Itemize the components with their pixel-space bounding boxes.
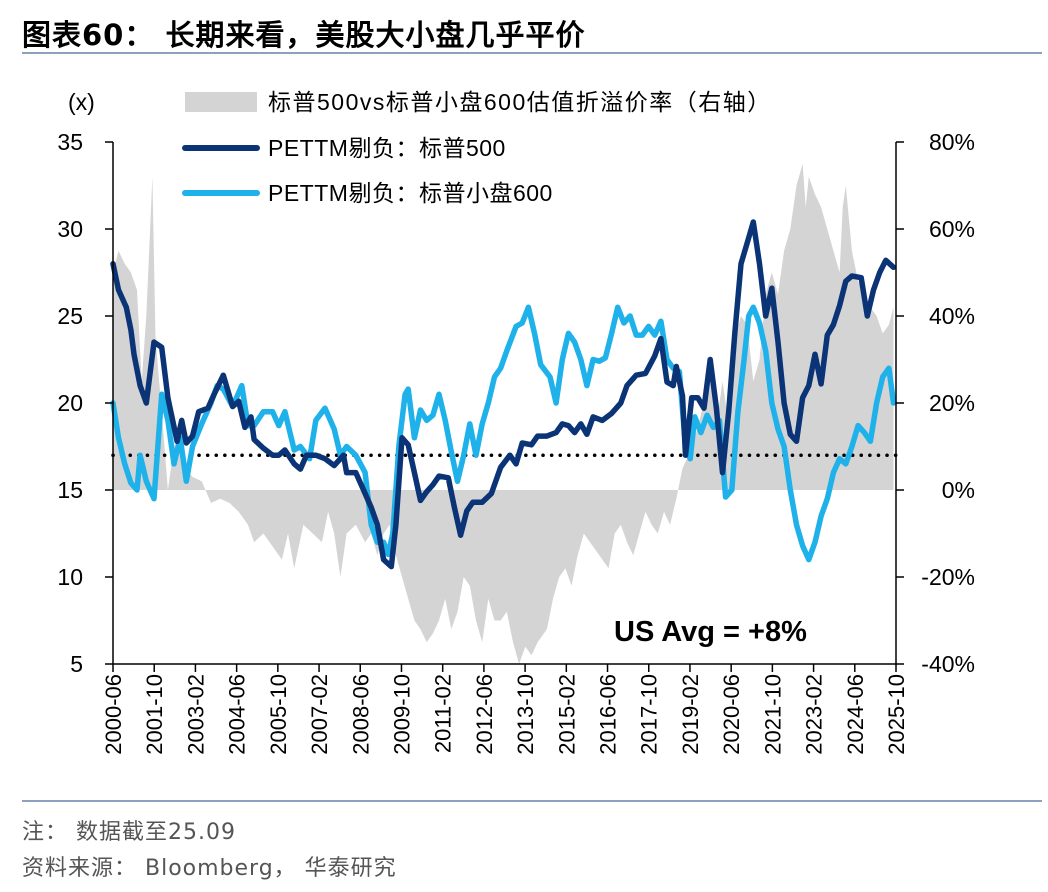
sp500-pe-line — [110, 219, 897, 570]
y-right-tick-label: -20% — [921, 564, 975, 590]
x-tick-label: 2001-10 — [142, 674, 167, 755]
footer-divider — [22, 800, 1042, 802]
title-divider — [22, 52, 1042, 54]
x-tick-label: 2021-10 — [760, 674, 785, 755]
x-tick-label: 2000-06 — [101, 674, 126, 755]
y-right-tick-label: 20% — [929, 390, 975, 416]
x-tick-label: 2011-02 — [431, 674, 456, 753]
page-title: 图表60： 长期来看，美股大小盘几乎平价 — [22, 18, 586, 52]
legend-label-sp600: PETTM剔负：标普小盘600 — [268, 180, 553, 206]
y-left-tick-label: 25 — [57, 303, 83, 329]
x-tick-label: 2019-02 — [678, 674, 703, 755]
y-left-tick-label: 5 — [70, 651, 83, 677]
x-tick-label: 2015-02 — [554, 674, 579, 755]
y-right-tick-label: -40% — [921, 651, 975, 677]
y-right-tick-label: 40% — [929, 303, 975, 329]
x-tick-label: 2017-10 — [637, 674, 662, 755]
x-tick-label: 2013-10 — [513, 674, 538, 755]
data-note: 注： 数据截至25.09 — [22, 820, 236, 845]
x-tick-label: 2004-06 — [225, 674, 250, 755]
x-tick-label: 2024-06 — [843, 674, 868, 755]
x-tick-label: 2023-02 — [802, 674, 827, 755]
x-tick-label: 2007-02 — [307, 674, 332, 755]
x-tick-label: 2016-06 — [596, 674, 621, 755]
x-tick-label: 2009-10 — [390, 674, 415, 755]
x-tick-label: 2008-06 — [348, 674, 373, 755]
y-left-tick-label: 30 — [57, 216, 83, 242]
x-tick-label: 2020-06 — [719, 674, 744, 755]
legend-label-sp500: PETTM剔负：标普500 — [268, 135, 506, 161]
x-tick-label: 2025-10 — [884, 674, 909, 755]
tick-labels-layer: 35 30 25 20 15 10 5 80% 60% 40% 20% 0% -20% -40% 2000-… — [57, 129, 975, 755]
y-right-tick-label: 80% — [929, 129, 975, 155]
legend: 标普500vs标普小盘600估值折溢价率（右轴） PETTM剔负：标普500 PET… — [182, 89, 772, 206]
y-left-tick-label: 10 — [57, 564, 83, 590]
source-note: 资料来源： Bloomberg， 华泰研究 — [22, 856, 397, 881]
pe-line-layer — [110, 219, 897, 570]
legend-swatch-premium — [185, 92, 257, 112]
y-left-tick-label: 35 — [57, 129, 83, 155]
y-left-unit-label: (x) — [68, 89, 95, 115]
x-tick-label: 2003-02 — [183, 674, 208, 755]
legend-label-premium: 标普500vs标普小盘600估值折溢价率（右轴） — [268, 89, 772, 115]
x-tick-label: 2012-06 — [472, 674, 497, 755]
y-left-tick-label: 15 — [57, 477, 83, 503]
us-avg-annotation: US Avg = +8% — [614, 616, 807, 648]
y-left-tick-label: 20 — [57, 390, 83, 416]
x-tick-label: 2005-10 — [266, 674, 291, 755]
y-right-tick-label: 0% — [942, 477, 975, 503]
y-right-tick-label: 60% — [929, 216, 975, 242]
